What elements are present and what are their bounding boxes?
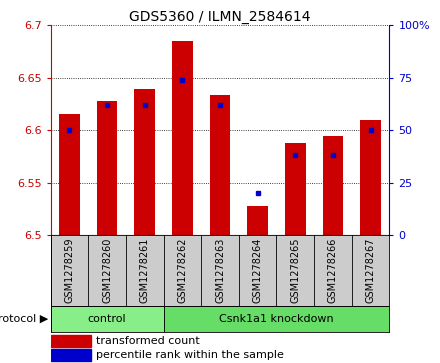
Text: GSM1278265: GSM1278265 — [290, 238, 300, 303]
Bar — [134, 89, 155, 235]
Text: Csnk1a1 knockdown: Csnk1a1 knockdown — [219, 314, 334, 324]
Text: control: control — [88, 314, 126, 324]
Text: GSM1278262: GSM1278262 — [177, 238, 187, 303]
Bar — [323, 135, 343, 235]
Text: GSM1278260: GSM1278260 — [102, 238, 112, 303]
Title: GDS5360 / ILMN_2584614: GDS5360 / ILMN_2584614 — [129, 11, 311, 24]
Bar — [51, 306, 164, 332]
Text: GSM1278261: GSM1278261 — [140, 238, 150, 303]
Bar — [172, 41, 193, 235]
Bar — [209, 95, 231, 235]
Bar — [164, 306, 389, 332]
Text: GSM1278266: GSM1278266 — [328, 238, 338, 303]
Bar — [59, 114, 80, 235]
Text: protocol ▶: protocol ▶ — [0, 314, 48, 324]
Text: GSM1278263: GSM1278263 — [215, 238, 225, 303]
Bar — [247, 206, 268, 235]
Text: GSM1278267: GSM1278267 — [366, 238, 376, 303]
Text: GSM1278259: GSM1278259 — [64, 238, 74, 303]
Bar — [51, 335, 91, 347]
Bar — [97, 101, 117, 235]
Text: transformed count: transformed count — [96, 336, 200, 346]
Text: percentile rank within the sample: percentile rank within the sample — [96, 350, 284, 360]
Bar — [360, 120, 381, 235]
Bar — [51, 349, 91, 362]
Bar — [285, 143, 306, 235]
Text: GSM1278264: GSM1278264 — [253, 238, 263, 303]
